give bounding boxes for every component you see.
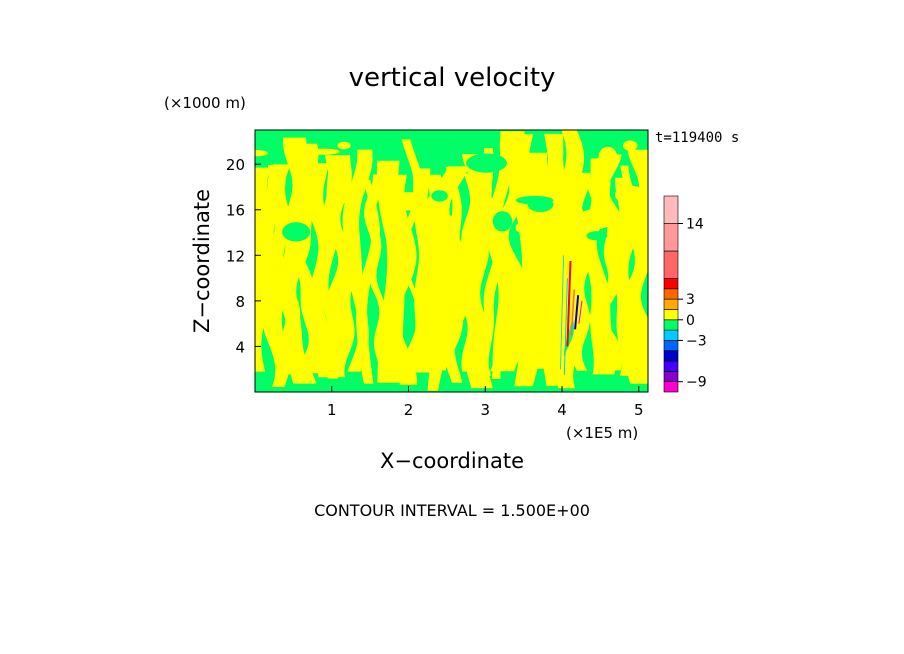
convective-streak — [574, 295, 580, 330]
y-axis-ticks: 4 8 12 16 20 — [226, 156, 261, 356]
x-tick-label: 4 — [557, 401, 567, 419]
x-tick-label: 2 — [404, 401, 414, 419]
colorbar-label: 0 — [686, 313, 695, 329]
velocity-field — [255, 130, 648, 391]
velocity-patch — [321, 208, 339, 216]
y-tick-label: 12 — [226, 247, 245, 265]
colorbar-segment — [663, 381, 679, 393]
colorbar-label: −9 — [686, 375, 707, 391]
x-tick-label: 3 — [481, 401, 491, 419]
y-tick-label: 16 — [226, 202, 245, 220]
colorbar-segment — [663, 329, 679, 341]
velocity-patch — [466, 153, 507, 173]
velocity-patch — [479, 209, 496, 221]
x-axis-unit: (×1E5 m) — [566, 424, 638, 442]
colorbar-segment — [663, 195, 679, 224]
velocity-patch — [586, 231, 608, 241]
velocity-patch — [507, 172, 546, 189]
colorbar-segment — [663, 340, 679, 351]
velocity-patch — [282, 222, 311, 242]
positive-velocity-band — [305, 163, 334, 374]
velocity-patch — [527, 197, 554, 213]
velocity-patch — [333, 193, 354, 203]
positive-velocity-band — [442, 166, 472, 383]
colorbar-label: −3 — [686, 333, 707, 349]
colorbar-segment — [663, 278, 679, 290]
velocity-patch — [421, 213, 457, 228]
velocity-patch — [598, 146, 618, 168]
convective-streak — [563, 278, 568, 375]
contour-interval-label: CONTOUR INTERVAL = 1.500E+00 — [314, 501, 590, 520]
x-axis-ticks: 1 2 3 4 5 — [327, 386, 644, 419]
colorbar-segment — [663, 250, 679, 279]
velocity-patch — [614, 185, 646, 204]
positive-velocity-band — [571, 172, 595, 371]
velocity-patch — [386, 192, 429, 211]
colorbar-segment — [663, 360, 679, 372]
convective-streak — [560, 255, 564, 370]
velocity-patch — [337, 141, 351, 150]
convective-streak — [570, 289, 576, 336]
positive-velocity-band — [255, 164, 290, 387]
velocity-patch — [577, 208, 614, 230]
colorbar-labels: 14 3 0 −3 −9 — [678, 217, 707, 391]
velocity-patch — [515, 222, 532, 234]
plot-area — [255, 130, 648, 392]
convective-streak — [578, 300, 583, 324]
x-tick-label: 1 — [327, 401, 337, 419]
positive-velocity-band — [588, 154, 625, 371]
velocity-patch — [623, 140, 638, 151]
colorbar-segment — [663, 298, 679, 310]
positive-velocity-band — [622, 149, 648, 384]
chart-title: vertical velocity — [349, 63, 556, 93]
velocity-patch — [492, 211, 513, 232]
y-tick-label: 20 — [226, 156, 245, 174]
y-axis-unit: (×1000 m) — [164, 94, 246, 112]
colorbar-segment — [663, 371, 679, 382]
colorbar-label: 14 — [686, 217, 704, 233]
velocity-patch — [255, 150, 268, 157]
velocity-patch — [307, 148, 340, 155]
colorbar-segment — [663, 288, 679, 300]
colorbar-segment — [663, 350, 679, 362]
time-label: t=119400 s — [655, 130, 739, 146]
plot-frame — [254, 129, 649, 393]
colorbar-segment — [663, 319, 679, 331]
convective-streak — [566, 260, 572, 347]
colorbar-segment — [663, 223, 679, 252]
y-tick-label: 4 — [235, 338, 245, 356]
y-axis-label: Z−coordinate — [190, 189, 214, 333]
colorbar-label: 3 — [686, 292, 695, 308]
x-axis-label: X−coordinate — [380, 449, 524, 473]
velocity-patch — [431, 190, 448, 202]
y-tick-label: 8 — [235, 293, 245, 311]
x-tick-label: 5 — [634, 401, 644, 419]
colorbar-segment — [663, 309, 679, 321]
colorbar — [663, 195, 679, 393]
